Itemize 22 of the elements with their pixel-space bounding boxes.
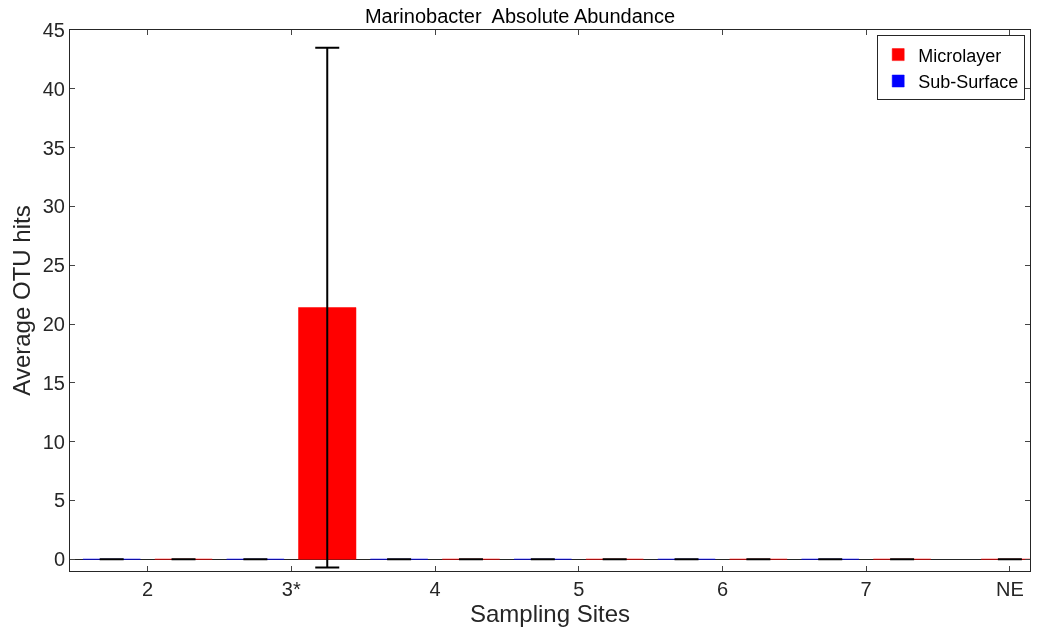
y-tick-label: 5 (53, 489, 65, 512)
y-tick-label: 0 (53, 548, 65, 571)
y-tick-label: 20 (42, 313, 65, 336)
y-tick-label: 15 (42, 371, 65, 394)
x-tick-label: 3* (281, 578, 301, 600)
y-tick-label: 10 (42, 430, 65, 453)
chart-title: Marinobacter Absolute Abundance (364, 5, 676, 28)
x-tick-label: 4 (429, 578, 441, 600)
y-axis-title: Average OTU hits (7, 205, 35, 396)
y-tick-label: 30 (42, 195, 65, 218)
y-tick-label: 25 (42, 254, 65, 277)
legend-label: Microlayer (918, 45, 1002, 66)
x-axis-title: Sampling Sites (469, 600, 631, 627)
x-tick-label: 6 (716, 578, 729, 600)
y-tick-label: 35 (42, 136, 65, 159)
y-tick-label: 45 (42, 19, 65, 41)
x-tick-label: NE (995, 578, 1024, 600)
y-tick-label: 40 (42, 77, 65, 100)
x-tick-label: 2 (142, 578, 154, 600)
legend-label: Sub-Surface (918, 72, 1019, 93)
x-tick-label: 5 (573, 578, 585, 600)
x-tick-label: 7 (860, 578, 872, 600)
